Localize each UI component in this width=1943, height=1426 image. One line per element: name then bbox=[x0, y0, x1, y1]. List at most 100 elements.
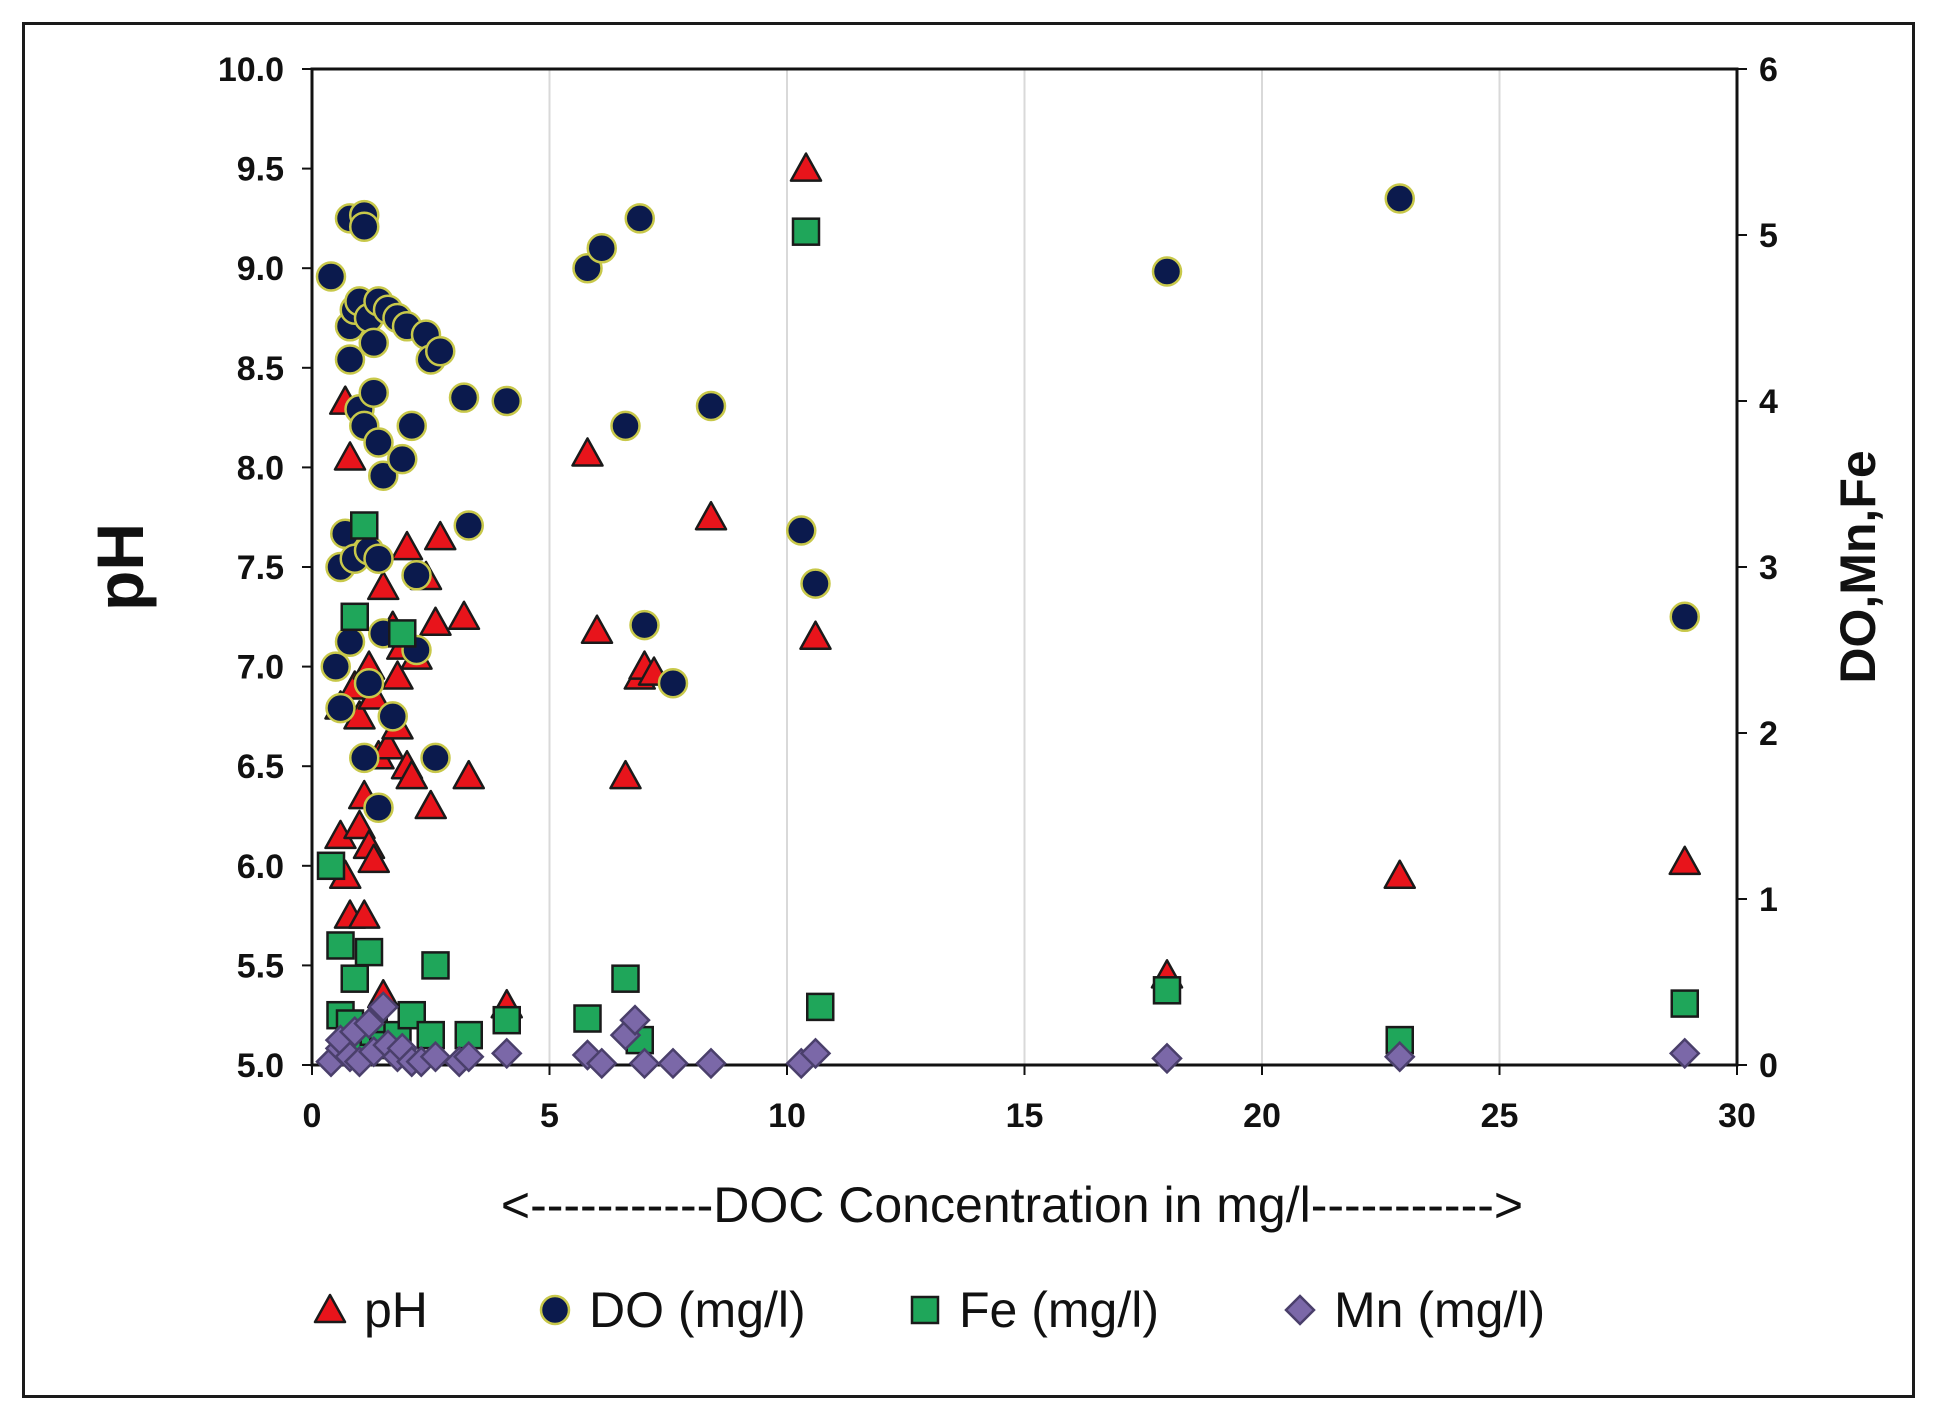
y-axis-title: pH bbox=[83, 523, 157, 611]
circle-point bbox=[491, 385, 522, 417]
triangle-point bbox=[343, 809, 376, 840]
diamond-point bbox=[1151, 1042, 1183, 1075]
data-points bbox=[315, 152, 1701, 1080]
circle-point bbox=[349, 211, 380, 242]
triangle-point bbox=[1383, 859, 1416, 890]
triangle-point bbox=[789, 152, 823, 182]
x-axis-title: <-----------DOC Concentration in mg/l---… bbox=[501, 1177, 1523, 1233]
circle-point bbox=[368, 460, 399, 491]
square-point bbox=[326, 931, 355, 960]
y2-tick-label: 3 bbox=[1759, 549, 1778, 587]
x-tick-label: 30 bbox=[1718, 1097, 1756, 1135]
triangle-point bbox=[694, 500, 728, 531]
triangle-point bbox=[414, 789, 447, 820]
y-tick-label: 9.5 bbox=[237, 151, 284, 189]
circle-point bbox=[1151, 256, 1183, 287]
circle-point bbox=[629, 609, 660, 641]
square-point bbox=[350, 511, 379, 540]
triangle-point bbox=[447, 600, 481, 631]
diamond-point bbox=[452, 1040, 485, 1073]
circle-point bbox=[448, 382, 480, 413]
y2-axis-title: DO,Mn,Fe bbox=[1830, 450, 1886, 683]
circle-point bbox=[1384, 183, 1415, 214]
triangle-point bbox=[1668, 845, 1701, 876]
triangle-point bbox=[799, 620, 832, 650]
x-tick-label: 15 bbox=[1006, 1097, 1044, 1135]
square-point bbox=[806, 992, 835, 1022]
x-tick-label: 25 bbox=[1481, 1097, 1519, 1135]
x-tick-label: 0 bbox=[303, 1097, 322, 1135]
diamond-point bbox=[695, 1047, 727, 1080]
circle-point bbox=[610, 410, 641, 442]
x-tick-label: 5 bbox=[540, 1097, 559, 1135]
circle-point bbox=[363, 427, 394, 458]
y-tick-label: 8.5 bbox=[237, 350, 284, 388]
x-tick-label: 10 bbox=[768, 1097, 806, 1135]
circle-point bbox=[786, 515, 817, 546]
series-circle bbox=[315, 183, 1700, 823]
y2-tick-label: 1 bbox=[1759, 881, 1778, 919]
circle-point bbox=[363, 543, 394, 574]
y-tick-label: 8.0 bbox=[237, 449, 284, 487]
legend-label: pH bbox=[364, 1282, 428, 1338]
circle-point bbox=[1669, 601, 1700, 633]
diamond-point bbox=[799, 1037, 832, 1070]
circle-point bbox=[800, 568, 831, 599]
triangle-point bbox=[419, 606, 452, 637]
circle-point bbox=[358, 377, 389, 408]
series-triangle bbox=[324, 152, 1701, 1019]
triangle-point bbox=[381, 660, 414, 690]
series-square bbox=[316, 217, 1699, 1060]
circle-point bbox=[320, 651, 351, 682]
y2-tick-label: 6 bbox=[1759, 51, 1778, 89]
y-tick-label: 7.0 bbox=[237, 649, 284, 687]
circle-point bbox=[624, 203, 655, 234]
circle-point bbox=[453, 510, 484, 541]
figure-frame: 0 5 10 15 20 25 30 5.0 5.5 6.0 6.5 7.0 7.5 8.0 8.5 9.0 9… bbox=[22, 22, 1915, 1398]
triangle-point bbox=[452, 759, 485, 790]
square-point bbox=[573, 1004, 602, 1033]
triangle-point bbox=[609, 759, 642, 790]
square-point bbox=[354, 937, 384, 967]
triangle-point bbox=[371, 730, 405, 760]
circle-point bbox=[586, 233, 617, 264]
diamond-point bbox=[419, 1040, 452, 1073]
diamond-point bbox=[1383, 1040, 1416, 1073]
diamond-point bbox=[619, 1004, 651, 1036]
diamond-point bbox=[585, 1047, 618, 1080]
square-point bbox=[1670, 989, 1699, 1018]
square-point bbox=[1152, 976, 1182, 1005]
triangle-point bbox=[424, 520, 457, 551]
square-point bbox=[340, 602, 369, 632]
square-point bbox=[340, 964, 369, 993]
y2-tick-label: 4 bbox=[1759, 383, 1778, 421]
circle-point bbox=[334, 344, 366, 375]
triangle-point bbox=[367, 570, 400, 601]
y-tick-label: 5.0 bbox=[237, 1047, 284, 1085]
circle-point bbox=[695, 390, 727, 422]
y2-tick-label: 5 bbox=[1759, 217, 1778, 255]
legend-square-icon bbox=[910, 1295, 940, 1325]
circle-point bbox=[334, 626, 366, 657]
square-point bbox=[416, 1020, 445, 1050]
y2-tick-label: 0 bbox=[1759, 1047, 1778, 1085]
scatter-chart: 0 5 10 15 20 25 305.05.56.06.57.07.58.08.59.09… bbox=[83, 51, 1886, 1338]
square-point bbox=[421, 951, 450, 980]
circle-point bbox=[325, 692, 356, 724]
diamond-point bbox=[628, 1047, 661, 1080]
circle-point bbox=[315, 261, 347, 292]
circle-point bbox=[349, 742, 380, 774]
triangle-point bbox=[571, 437, 604, 467]
square-point bbox=[611, 964, 640, 993]
triangle-point bbox=[395, 759, 428, 790]
y-tick-label: 6.5 bbox=[237, 748, 284, 786]
diamond-point bbox=[1668, 1037, 1701, 1070]
square-point bbox=[791, 217, 821, 246]
triangle-point bbox=[357, 843, 390, 874]
diamond-point bbox=[367, 991, 400, 1023]
circle-point bbox=[353, 667, 385, 699]
series-diamond bbox=[315, 991, 1701, 1080]
legend-triangle-icon bbox=[313, 1293, 347, 1324]
circle-point bbox=[363, 792, 394, 823]
circle-point bbox=[377, 701, 408, 732]
